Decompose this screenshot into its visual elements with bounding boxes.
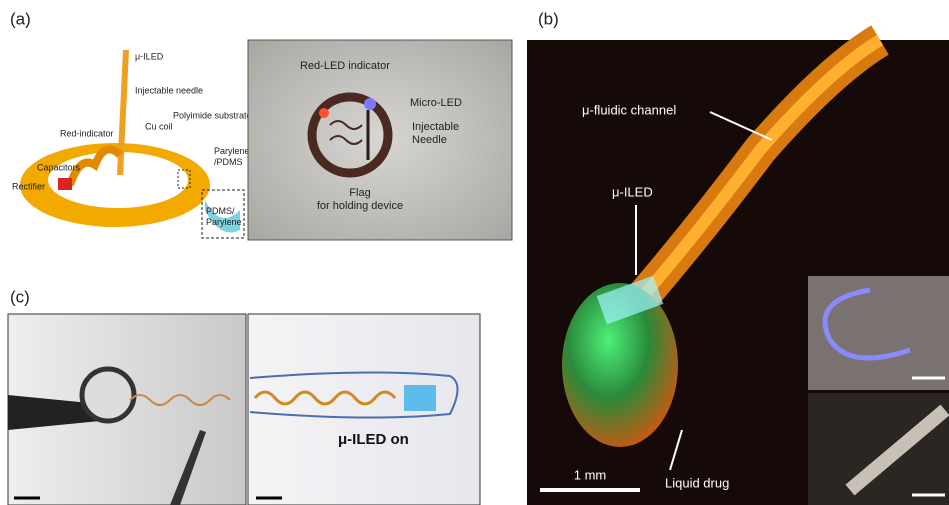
- annotation-line: Flag: [349, 187, 370, 199]
- annotation: Polyimide substrate: [173, 110, 252, 120]
- device: [82, 369, 134, 421]
- panel-label: (b): [538, 9, 559, 28]
- panel-label: (a): [10, 9, 31, 28]
- figure: (a) μ-ILED Injectable needle Red-indicat…: [0, 0, 949, 505]
- red-led: [319, 108, 329, 118]
- annotation: Red-indicator: [60, 128, 114, 138]
- annotation: μ-ILED: [135, 51, 164, 61]
- annotation: Micro-LED: [410, 97, 462, 109]
- panel-a: (a) μ-ILED Injectable needle Red-indicat…: [8, 9, 252, 240]
- panel-b: (b) μ-fluidic channel μ-ILED 1 mm Liquid…: [527, 9, 949, 505]
- annotation: Rectifier: [12, 181, 45, 191]
- annotation-line: Parylene: [214, 146, 250, 156]
- annotation: Red-LED indicator: [300, 60, 390, 72]
- photo: [248, 314, 480, 505]
- annotation: Capacitors: [37, 162, 81, 172]
- annotation: μ-ILED on: [338, 431, 409, 448]
- annotation-line: Injectable: [412, 121, 459, 133]
- annotation-line: Parylene: [206, 217, 242, 227]
- annotation: Cu coil: [145, 121, 173, 131]
- annotation-line: for holding device: [317, 200, 403, 212]
- annotation: Injectable needle: [135, 85, 203, 95]
- panel-c: (c) μ-ILED on: [8, 287, 480, 505]
- annotation-line: PDMS/: [206, 206, 235, 216]
- annotation: 1 mm: [574, 467, 607, 482]
- indicator: [58, 178, 72, 190]
- annotation: μ-ILED: [612, 184, 653, 199]
- led: [404, 385, 436, 411]
- inset: [808, 393, 949, 505]
- annotation-line: Needle: [412, 134, 447, 146]
- annotation-line: /PDMS: [214, 157, 243, 167]
- annotation: μ-fluidic channel: [582, 102, 676, 117]
- blue-led: [364, 98, 376, 110]
- annotation: Liquid drug: [665, 475, 729, 490]
- panel-label: (c): [10, 287, 30, 306]
